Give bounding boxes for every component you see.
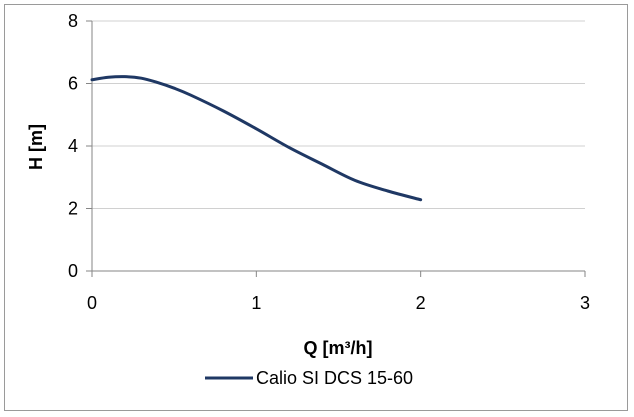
y-tick-label-2: 4 [68,136,78,156]
y-tick-label-3: 6 [68,74,78,94]
x-tick-label-1: 1 [251,293,261,313]
chart-frame [4,4,628,411]
series-lines [90,75,423,202]
x-axis-title: Q [m³/h] [304,338,373,358]
x-tick-label-0: 0 [87,293,97,313]
series-line-0 [90,75,423,202]
gridlines [92,20,585,209]
x-tick-label-3: 3 [580,293,590,313]
x-tick-label-2: 2 [416,293,426,313]
axes [86,20,586,277]
y-axis-title: H [m] [26,124,46,170]
y-tick-label-1: 2 [68,199,78,219]
legend-label: Calio SI DCS 15-60 [256,368,413,388]
y-tick-label-4: 8 [68,11,78,31]
y-tick-label-0: 0 [68,261,78,281]
tick-labels: 0 2 4 6 8 0 1 2 3 [68,11,590,313]
legend: Calio SI DCS 15-60 [205,368,413,388]
